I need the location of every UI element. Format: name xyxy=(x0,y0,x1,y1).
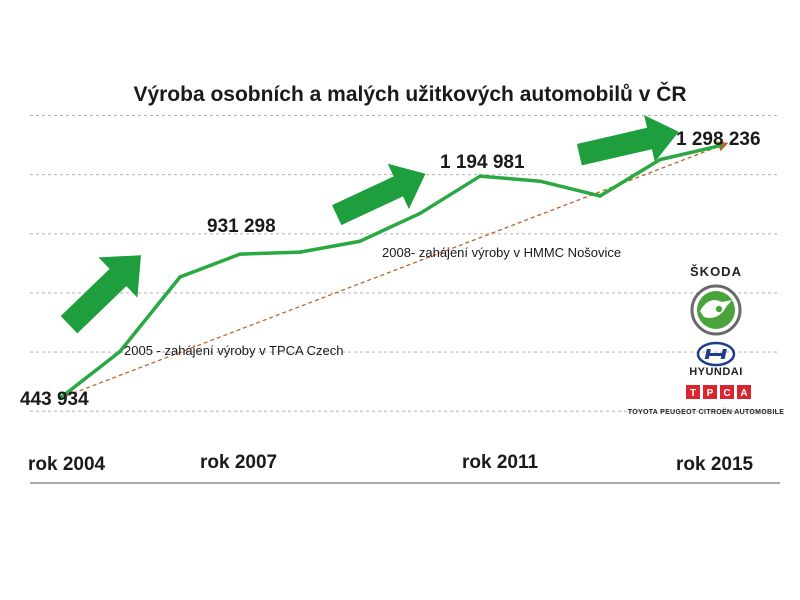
data-point-2010 xyxy=(418,211,422,216)
data-point-2012 xyxy=(538,179,542,183)
chart-title: Výroba osobních a malých užitkových auto… xyxy=(133,82,686,106)
growth-arrow-2 xyxy=(332,163,426,226)
annotation-hmmc: 2008- zahájení výroby v HMMC Nošovice xyxy=(382,245,621,260)
hyundai-emblem-icon xyxy=(696,341,736,367)
skoda-logo-text: ŠKODA xyxy=(690,264,742,279)
data-point-2013 xyxy=(598,194,602,198)
hyundai-logo-text: HYUNDAI xyxy=(689,366,743,378)
tpca-letter-p: P xyxy=(707,388,714,399)
data-points xyxy=(58,143,722,401)
data-point-2014 xyxy=(658,157,662,162)
data-point-2015 xyxy=(718,143,722,148)
growth-arrows xyxy=(60,115,679,334)
data-point-2008 xyxy=(298,250,302,254)
tpca-logo: T P C A TOYOTA PEUGEOT CITROËN AUTOMOBIL… xyxy=(628,385,784,416)
tpca-caption: TOYOTA PEUGEOT CITROËN AUTOMOBILE xyxy=(628,408,784,416)
skoda-logo: ŠKODA xyxy=(690,264,742,336)
data-point-2007 xyxy=(238,252,242,256)
hyundai-logo: HYUNDAI xyxy=(689,341,743,378)
tpca-letter-c: C xyxy=(723,388,730,399)
tpca-letter-a: A xyxy=(740,388,747,399)
growth-arrow-1 xyxy=(60,255,141,334)
series-line-production xyxy=(58,143,722,400)
year-label-2011: rok 2011 xyxy=(462,452,538,473)
value-label-2015: 1 298 236 xyxy=(676,129,761,150)
data-point-2004 xyxy=(58,396,62,401)
annotation-tpca: 2005 - zahájení výroby v TPCA Czech xyxy=(124,343,343,358)
year-label-2004: rok 2004 xyxy=(28,454,106,475)
year-label-2015: rok 2015 xyxy=(676,454,754,475)
value-label-2011: 1 194 981 xyxy=(440,152,525,173)
gridlines xyxy=(30,115,780,412)
value-label-2004: 443 934 xyxy=(20,389,89,410)
value-label-2007: 931 298 xyxy=(207,216,276,237)
data-point-2006 xyxy=(178,275,182,279)
year-label-2007: rok 2007 xyxy=(200,452,277,473)
tpca-letter-t: T xyxy=(690,388,696,399)
data-point-2005 xyxy=(118,349,122,354)
data-point-2009 xyxy=(358,239,362,244)
data-point-2011 xyxy=(478,174,482,178)
growth-arrow-3 xyxy=(576,115,679,166)
